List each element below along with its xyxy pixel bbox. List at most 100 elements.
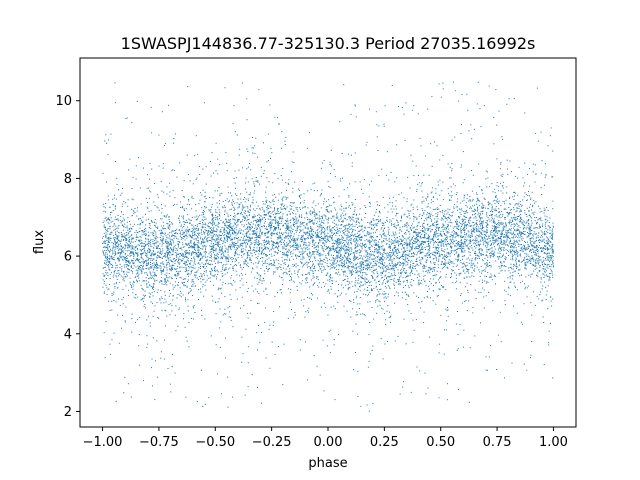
data-point <box>491 218 493 220</box>
data-point <box>249 194 251 196</box>
data-point <box>438 352 440 354</box>
data-point <box>167 228 169 229</box>
data-point <box>317 221 319 223</box>
data-point <box>309 220 311 222</box>
data-point <box>363 255 365 257</box>
data-point <box>537 276 539 278</box>
data-point <box>235 253 237 255</box>
data-point <box>447 237 449 239</box>
data-point <box>520 233 522 235</box>
data-point <box>361 248 363 250</box>
data-point <box>161 262 163 264</box>
data-point <box>505 230 507 232</box>
data-point <box>334 229 336 231</box>
data-point <box>105 271 107 273</box>
data-point <box>160 240 162 242</box>
data-point <box>208 253 210 255</box>
data-point <box>312 211 314 213</box>
data-point <box>304 232 306 234</box>
data-point <box>544 219 546 221</box>
data-point <box>272 194 274 196</box>
data-point <box>183 215 184 217</box>
data-point <box>317 225 318 227</box>
data-point <box>528 245 530 247</box>
data-point <box>149 241 151 243</box>
data-point <box>536 249 537 251</box>
data-point <box>307 281 309 283</box>
data-point <box>121 256 122 258</box>
data-point <box>234 219 236 221</box>
data-point <box>209 228 211 229</box>
data-point <box>374 226 376 228</box>
data-point <box>490 214 492 216</box>
data-point <box>240 245 241 247</box>
data-point <box>333 219 335 221</box>
data-point <box>312 275 314 277</box>
data-point <box>492 227 494 229</box>
data-point <box>311 269 313 271</box>
data-point <box>148 187 150 189</box>
data-point <box>523 228 525 230</box>
data-point <box>312 222 314 224</box>
data-point <box>122 276 124 278</box>
data-point <box>329 268 331 270</box>
data-point <box>109 262 111 264</box>
data-point <box>476 255 478 257</box>
data-point <box>168 250 170 252</box>
data-point <box>414 230 416 232</box>
data-point <box>186 285 188 287</box>
data-point <box>125 202 127 204</box>
data-point <box>403 256 405 257</box>
data-point <box>220 321 222 323</box>
data-point <box>438 208 440 210</box>
data-point <box>371 275 373 277</box>
data-point <box>496 185 498 187</box>
data-point <box>368 285 370 287</box>
data-point <box>164 291 166 293</box>
data-point <box>340 224 342 226</box>
data-point <box>404 254 406 256</box>
data-point <box>494 246 495 248</box>
data-point <box>427 229 429 231</box>
data-point <box>191 281 193 283</box>
data-point <box>183 282 185 284</box>
data-point <box>389 249 391 251</box>
data-point <box>267 240 269 242</box>
data-point <box>145 253 147 255</box>
data-point <box>495 206 497 208</box>
data-point <box>282 167 284 169</box>
data-point <box>289 259 291 261</box>
data-point <box>524 286 526 288</box>
data-point <box>170 391 172 393</box>
data-point <box>202 168 204 170</box>
data-point <box>116 230 118 232</box>
data-point <box>392 242 394 244</box>
data-point <box>213 256 215 258</box>
data-point <box>259 228 261 230</box>
data-point <box>154 279 156 281</box>
data-point <box>109 225 111 227</box>
data-point <box>269 215 271 217</box>
data-point <box>520 253 521 255</box>
data-point <box>473 227 475 229</box>
data-point <box>333 242 335 244</box>
data-point <box>505 224 507 226</box>
data-point <box>209 230 211 232</box>
data-point <box>327 246 329 248</box>
data-point <box>488 237 490 239</box>
data-point <box>184 262 186 264</box>
data-point <box>125 260 127 262</box>
data-point <box>455 232 457 233</box>
data-point <box>481 206 483 208</box>
data-point <box>178 262 180 264</box>
data-point <box>447 252 449 254</box>
data-point <box>552 252 554 254</box>
data-point <box>392 231 394 233</box>
data-point <box>396 241 398 243</box>
data-point <box>185 253 187 255</box>
data-point <box>424 249 426 250</box>
data-point <box>181 207 183 209</box>
data-point <box>290 253 291 255</box>
data-point <box>508 237 509 239</box>
data-point <box>169 243 170 245</box>
